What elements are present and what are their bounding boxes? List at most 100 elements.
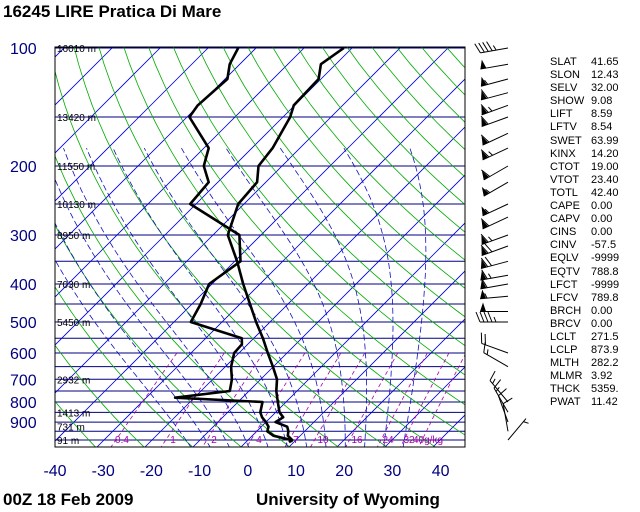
index-key: CINV [550,239,577,252]
wind-barb [481,181,509,197]
temperature-tick-label: -20 [140,463,163,480]
height-label: 2932 m [57,375,90,386]
pressure-tick-label: 600 [10,346,37,363]
index-key: MLTH [550,357,580,370]
index-row: LFCT -9999 [550,279,640,292]
moist-adiabat-line [402,147,427,447]
index-row: LCLP 873.9 [550,344,640,357]
wind-barb [480,302,508,312]
moist-adiabat-line [343,147,394,447]
index-row: LIFT 8.59 [550,108,640,121]
dry-adiabat-line [222,47,465,318]
mixing-ratio-label: 4 [256,435,262,446]
wind-barb [474,41,509,54]
isotherm-line [55,47,450,442]
mixing-ratio-line [160,352,225,447]
index-value: 12.43 [591,69,619,82]
index-value: 11.42 [591,396,618,409]
mixing-ratio-line [376,352,428,447]
index-value: 0.00 [591,200,613,213]
moist-adiabat-line [55,178,230,447]
index-row: VTOT 23.40 [550,174,640,187]
isotherm-line [55,47,162,154]
isotherm-line [55,47,402,394]
index-value: -9999 [591,278,620,291]
index-key: PWAT [550,396,581,409]
index-key: CAPV [550,213,580,226]
index-value: -57.5 [591,239,617,252]
index-key: SLON [550,69,580,82]
wind-barb [480,243,509,257]
index-key: EQLV [550,252,579,265]
index-value: 8.54 [591,121,613,134]
wind-barb [493,379,509,413]
wind-barb [480,89,509,101]
mixing-ratio-label: 24 [382,435,394,446]
isotherm-line [432,414,465,447]
index-value: 8.59 [591,108,613,121]
index-row: BRCH 0.00 [550,305,640,318]
dry-adiabat-line [148,47,465,406]
wind-barb [481,165,509,181]
index-key: TOTL [550,186,578,199]
dry-adiabat-line [55,224,242,447]
index-row: SWET 63.99 [550,135,640,148]
mixing-ratio-label: 1 [170,435,176,446]
height-label: 8950 m [57,231,90,242]
index-key: SWET [550,134,582,147]
index-key: CINS [550,226,577,239]
index-value: 0.00 [591,226,613,239]
dry-adiabat-line [197,47,465,347]
dry-adiabat-line [55,155,291,447]
index-key: LCLT [550,330,577,343]
index-row: SLAT 41.65 [550,56,640,69]
index-row: SHOW 9.08 [550,95,640,108]
index-value: 0.00 [591,317,613,330]
height-label: 11550 m [57,162,95,173]
wind-barb [480,76,509,87]
index-row: CAPV 0.00 [550,213,640,226]
dry-adiabat-line [296,47,465,233]
mixing-ratio-line [400,352,450,447]
wind-barb [481,203,509,217]
isotherm-line [96,78,465,447]
wind-barb [475,311,508,323]
temperature-tick-label: 20 [335,463,353,480]
pressure-tick-label: 700 [10,372,37,389]
height-label: 731 m [57,423,85,434]
height-label: 7030 m [57,280,90,291]
mixing-ratio-label: 16 [351,435,363,446]
height-label: 10130 m [57,200,96,211]
wind-barb [489,370,509,403]
moist-adiabat-line [63,147,250,447]
isotherm-line [240,222,465,447]
dry-adiabat-line [247,47,465,289]
index-value: 23.40 [591,173,619,186]
mixing-ratio-label: 2 [211,435,217,446]
dry-adiabat-line [123,47,465,436]
chart-title: 16245 LIRE Pratica Di Mare [3,2,222,21]
index-key: SELV [550,82,578,95]
index-value: -9999 [591,252,620,265]
dry-adiabat-line [172,47,465,376]
index-value: 63.99 [591,134,619,147]
index-row: SELV 32.00 [550,82,640,95]
temperature-tick-label: -30 [92,463,115,480]
height-label: 5450 m [57,318,90,329]
isotherm-line [192,174,465,447]
mixing-ratio-label: 7 [293,435,299,446]
indices-panel: SLAT 41.65 SLON 12.43 SELV 32.00 SHOW 9.08 LIFT 8… [550,56,640,410]
wind-barb [480,269,509,281]
height-label: 91 m [57,436,79,447]
index-key: MLMR [550,370,583,383]
temperature-tick-label: 10 [287,463,305,480]
height-label: 16010 m [57,44,96,55]
isotherm-line [55,47,114,106]
index-key: KINX [550,147,576,160]
index-key: BRCV [550,317,581,330]
mixing-ratio-line [345,352,399,447]
index-row: CTOT 19.00 [550,161,640,174]
wind-barb [480,104,509,116]
index-value: 42.40 [591,186,619,199]
index-value: 788.8 [591,265,619,278]
